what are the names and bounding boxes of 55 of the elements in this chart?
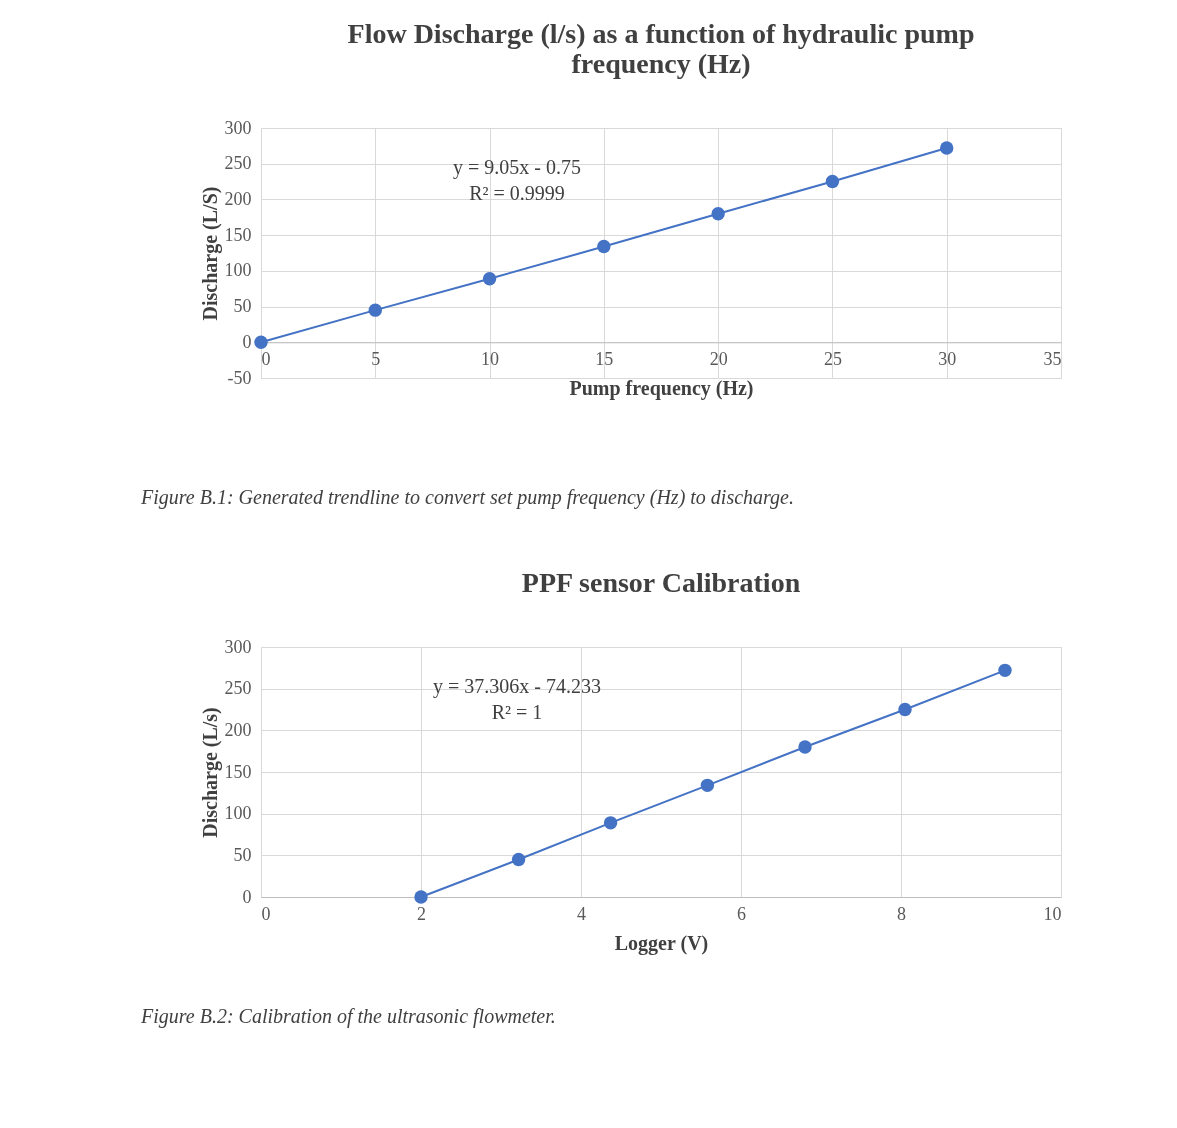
point [511,852,526,867]
y-tick-label: 100 [224,803,252,824]
x-tick-label: 4 [577,903,586,924]
y-tick-label: 250 [224,153,252,174]
y-axis-title: Discharge (L/S) [198,186,222,321]
x-tick-label: 0 [261,903,271,924]
point [254,335,268,349]
text: Figure B.2: Calibration of the ultrasonic flowmeter. [140,1005,556,1028]
text: Figure B.1: Generated trendline to convert set pump frequency (Hz) to discharge. [140,486,794,509]
x-tick-label: 20 [709,348,728,369]
point [711,207,725,221]
x-tick-label: 10 [481,348,500,369]
point [998,663,1012,678]
y-tick-label: 150 [224,224,252,245]
y-tick-label: 100 [224,260,252,281]
x-tick-label: 2 [417,903,426,924]
x-tick-label: 35 [1043,348,1062,369]
y-tick-label: 0 [242,886,252,907]
y-tick-label: 50 [233,844,252,865]
x-tick-label: 15 [595,348,614,369]
annotation: R² = 1 [491,701,543,723]
y-axis-title: Discharge (L/s) [198,707,222,838]
x-tick-label: 5 [371,348,381,369]
y-tick-label: 250 [224,678,252,699]
point [482,272,497,286]
y-tick-label: 50 [233,296,252,317]
chart-title: PPF sensor Calibration [521,567,801,598]
x-tick-label: 6 [737,903,746,924]
y-tick-label: 300 [224,117,252,138]
point [700,778,715,793]
x-tick-label: 0 [261,348,271,369]
point [940,141,954,155]
x-tick-label: 25 [823,348,842,369]
y-tick-label: 150 [224,761,252,782]
annotation: R² = 0.9999 [469,182,565,204]
point [898,702,912,717]
annotation: y = 37.306x - 74.233 [433,675,601,698]
point [368,303,382,317]
y-tick-label: 200 [224,719,252,740]
x-axis-title: Pump frequency (Hz) [569,376,754,400]
y-tick-label: 300 [224,636,252,657]
x-axis-title: Logger (V) [614,931,709,955]
point [414,890,428,904]
y-tick-label: 200 [224,188,252,209]
y-tick-label: 0 [242,331,252,352]
point [798,740,812,754]
point [603,816,618,830]
x-tick-label: 30 [938,348,957,369]
point [597,239,611,254]
y-tick-label: -50 [227,367,252,388]
point [825,174,840,189]
x-tick-label: 8 [897,903,906,924]
chart-title: Flow Discharge (l/s) as a function of hydraulic pump frequency (Hz) [347,18,975,79]
x-tick-label: 10 [1043,903,1062,924]
annotation: y = 9.05x - 0.75 [453,156,581,179]
